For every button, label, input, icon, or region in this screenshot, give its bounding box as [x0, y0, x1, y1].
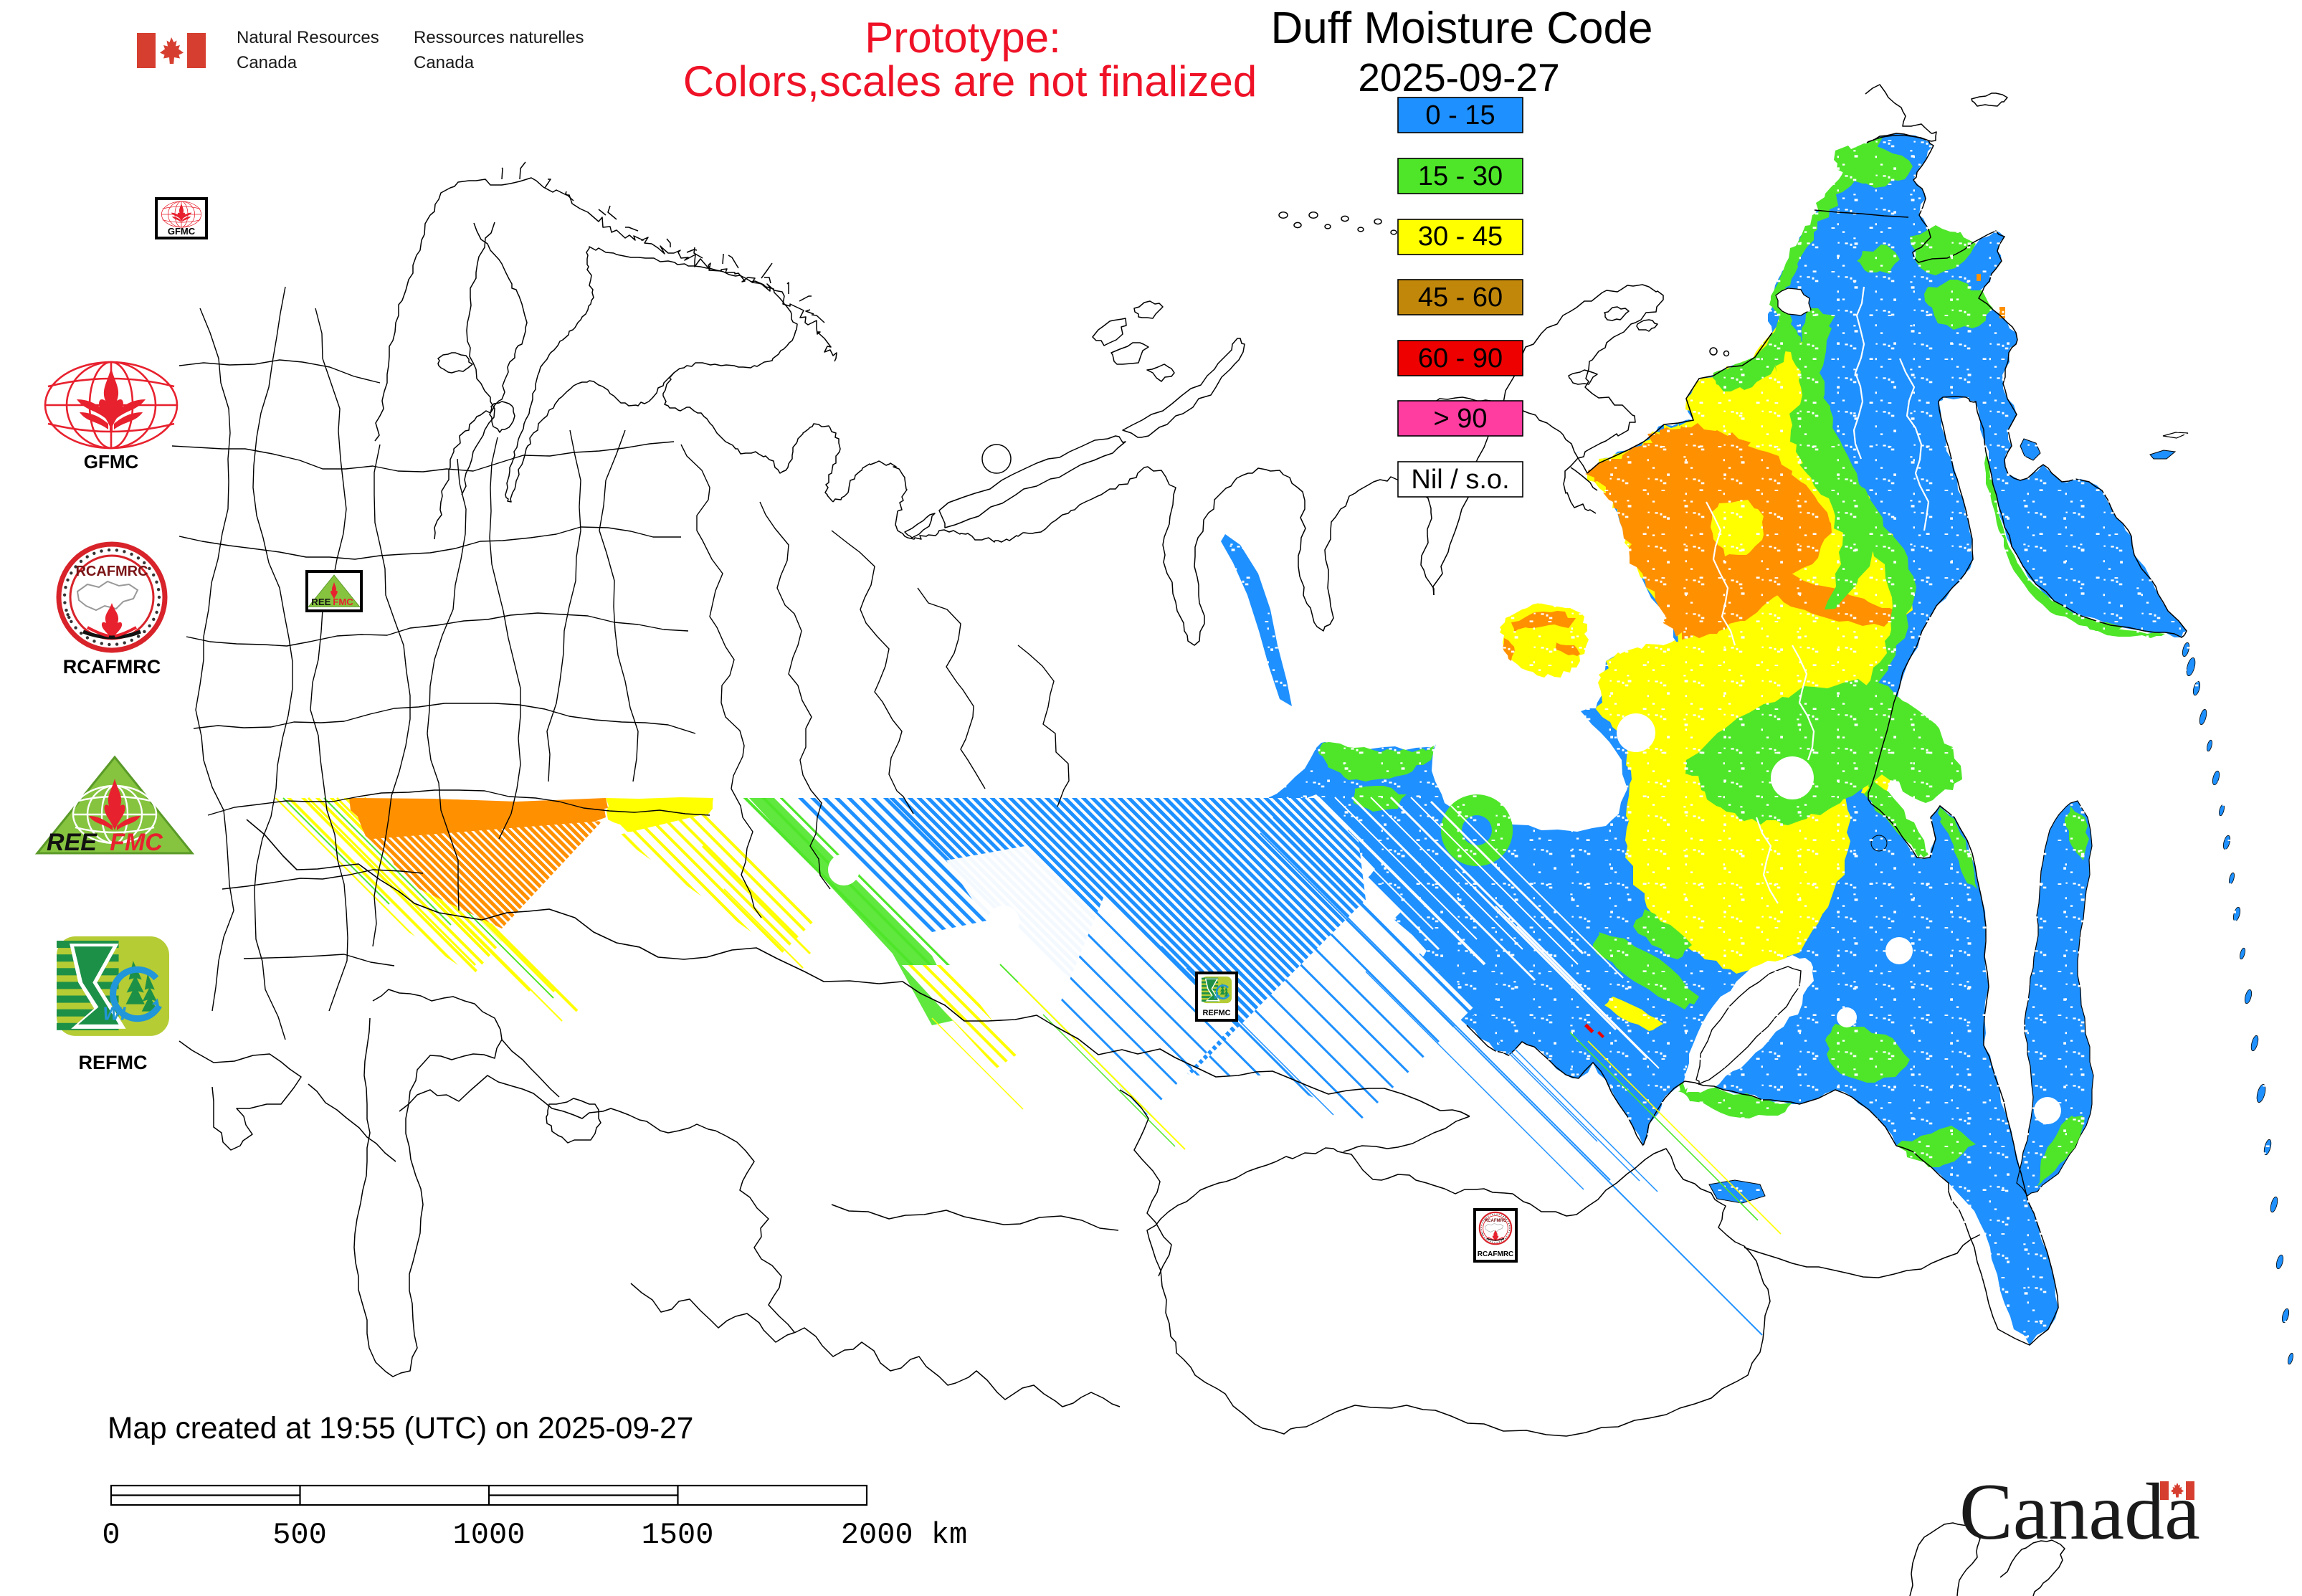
- svg-text:GFMC: GFMC: [168, 226, 196, 237]
- svg-text:1500: 1500: [642, 1518, 714, 1552]
- svg-text:FMC: FMC: [333, 597, 353, 607]
- svg-text:REE: REE: [311, 597, 330, 607]
- svg-text:RCAFMRC: RCAFMRC: [63, 656, 161, 678]
- svg-text:RCAFMRC: RCAFMRC: [75, 564, 148, 579]
- svg-text:0 - 15: 0 - 15: [1425, 100, 1495, 130]
- svg-text:Canada: Canada: [237, 53, 298, 72]
- svg-text:WI: WI: [103, 1003, 126, 1025]
- svg-text:2025-09-27: 2025-09-27: [1358, 55, 1559, 100]
- svg-text:REFMC: REFMC: [79, 1052, 148, 1073]
- svg-text:GFMC: GFMC: [84, 451, 139, 472]
- svg-text:Natural Resources: Natural Resources: [237, 28, 379, 47]
- svg-text:RCAFMRC: RCAFMRC: [1485, 1219, 1507, 1223]
- svg-text:Prototype:: Prototype:: [865, 14, 1061, 62]
- svg-text:Canada: Canada: [414, 53, 475, 72]
- svg-text:Canada: Canada: [1959, 1468, 2200, 1557]
- svg-text:60 - 90: 60 - 90: [1418, 343, 1503, 374]
- svg-text:REE: REE: [47, 829, 97, 856]
- svg-text:Map created at 19:55 (UTC) on: Map created at 19:55 (UTC) on 2025-09-27: [108, 1412, 693, 1445]
- svg-text:15 - 30: 15 - 30: [1418, 161, 1503, 191]
- svg-text:2000 km: 2000 km: [841, 1518, 967, 1552]
- svg-text:FMC: FMC: [110, 829, 163, 856]
- svg-text:Nil / s.o.: Nil / s.o.: [1411, 465, 1509, 495]
- svg-text:> 90: > 90: [1433, 404, 1487, 434]
- svg-text:45 - 60: 45 - 60: [1418, 282, 1503, 313]
- svg-text:30 - 45: 30 - 45: [1418, 222, 1503, 252]
- svg-text:RCAFMRC: RCAFMRC: [1478, 1250, 1514, 1258]
- svg-text:Colors,scales are not finalize: Colors,scales are not finalized: [683, 57, 1257, 105]
- svg-text:Duff Moisture Code: Duff Moisture Code: [1271, 4, 1653, 53]
- svg-text:REFMC: REFMC: [1202, 1009, 1230, 1017]
- svg-text:0: 0: [102, 1518, 120, 1552]
- svg-text:500: 500: [272, 1518, 327, 1552]
- svg-text:WI: WI: [1214, 995, 1221, 1000]
- svg-text:Ressources naturelles: Ressources naturelles: [414, 28, 584, 47]
- svg-text:1000: 1000: [453, 1518, 525, 1552]
